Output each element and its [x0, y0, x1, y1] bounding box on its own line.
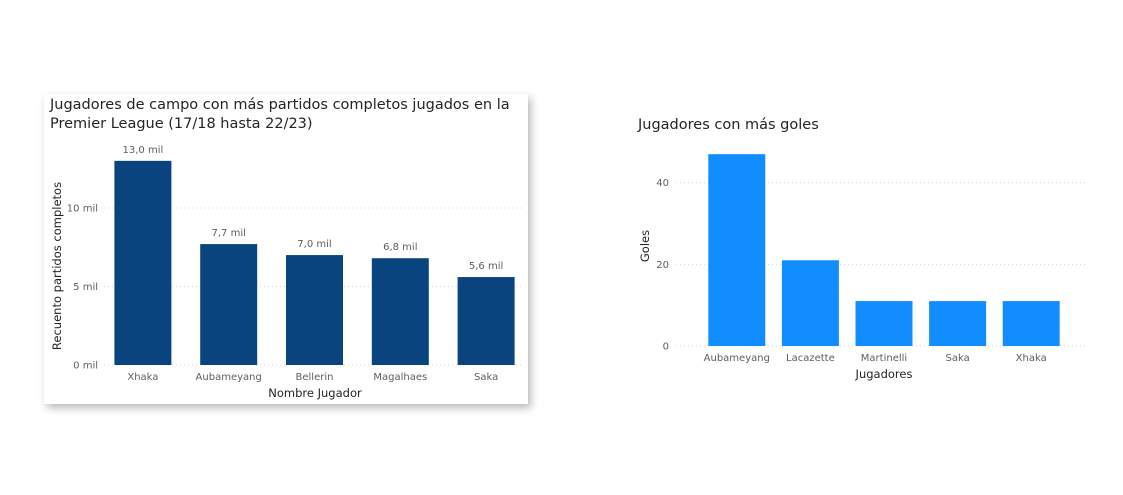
x-tick-label: Lacazette — [786, 353, 835, 364]
data-label: 6,8 mil — [383, 242, 417, 253]
bar — [200, 244, 257, 365]
bar — [856, 301, 913, 346]
data-label: 7,0 mil — [297, 239, 331, 250]
x-axis-title: Jugadores — [855, 367, 913, 381]
y-tick-label: 0 mil — [73, 361, 98, 372]
x-axis-title: Nombre Jugador — [268, 386, 362, 400]
bar — [1003, 301, 1060, 346]
bar — [286, 255, 343, 365]
x-tick-label: Bellerin — [296, 372, 334, 383]
x-tick-label: Xhaka — [127, 372, 158, 383]
x-tick-label: Aubameyang — [196, 372, 262, 383]
bar — [114, 161, 171, 365]
bar — [929, 301, 986, 346]
bar-chart-full-matches: 0 mil 5 mil 10 mil 13,0 mil Xhaka 7,7 mil Auba… — [44, 94, 528, 404]
x-tick-label: Martinelli — [861, 353, 907, 364]
bar — [458, 277, 515, 365]
y-tick-label: 40 — [656, 178, 669, 189]
x-tick-label: Magalhaes — [373, 372, 427, 383]
y-axis-title: Goles — [638, 230, 652, 262]
x-tick-label: Xhaka — [1016, 353, 1047, 364]
y-axis-title: Recuento partidos completos — [50, 182, 64, 350]
bar — [782, 260, 839, 346]
data-label: 5,6 mil — [469, 261, 503, 272]
y-tick-label: 0 — [663, 342, 669, 353]
y-tick-label: 10 mil — [67, 203, 98, 214]
data-label: 7,7 mil — [212, 228, 246, 239]
bar — [372, 258, 429, 365]
x-tick-label: Aubameyang — [704, 353, 770, 364]
bar-chart-goals: 0 20 40 Aubameyang Lacazette Martinelli Saka Xh… — [630, 108, 1100, 398]
y-tick-label: 20 — [656, 260, 669, 271]
y-tick-label: 5 mil — [73, 282, 98, 293]
data-label: 13,0 mil — [123, 145, 164, 156]
bar — [708, 154, 765, 346]
chart-card-full-matches: Jugadores de campo con más partidos comp… — [44, 94, 528, 404]
chart-card-goals: Jugadores con más goles 0 20 40 Aubameyang L… — [630, 108, 1100, 398]
x-tick-label: Saka — [945, 353, 969, 364]
x-tick-label: Saka — [474, 372, 498, 383]
